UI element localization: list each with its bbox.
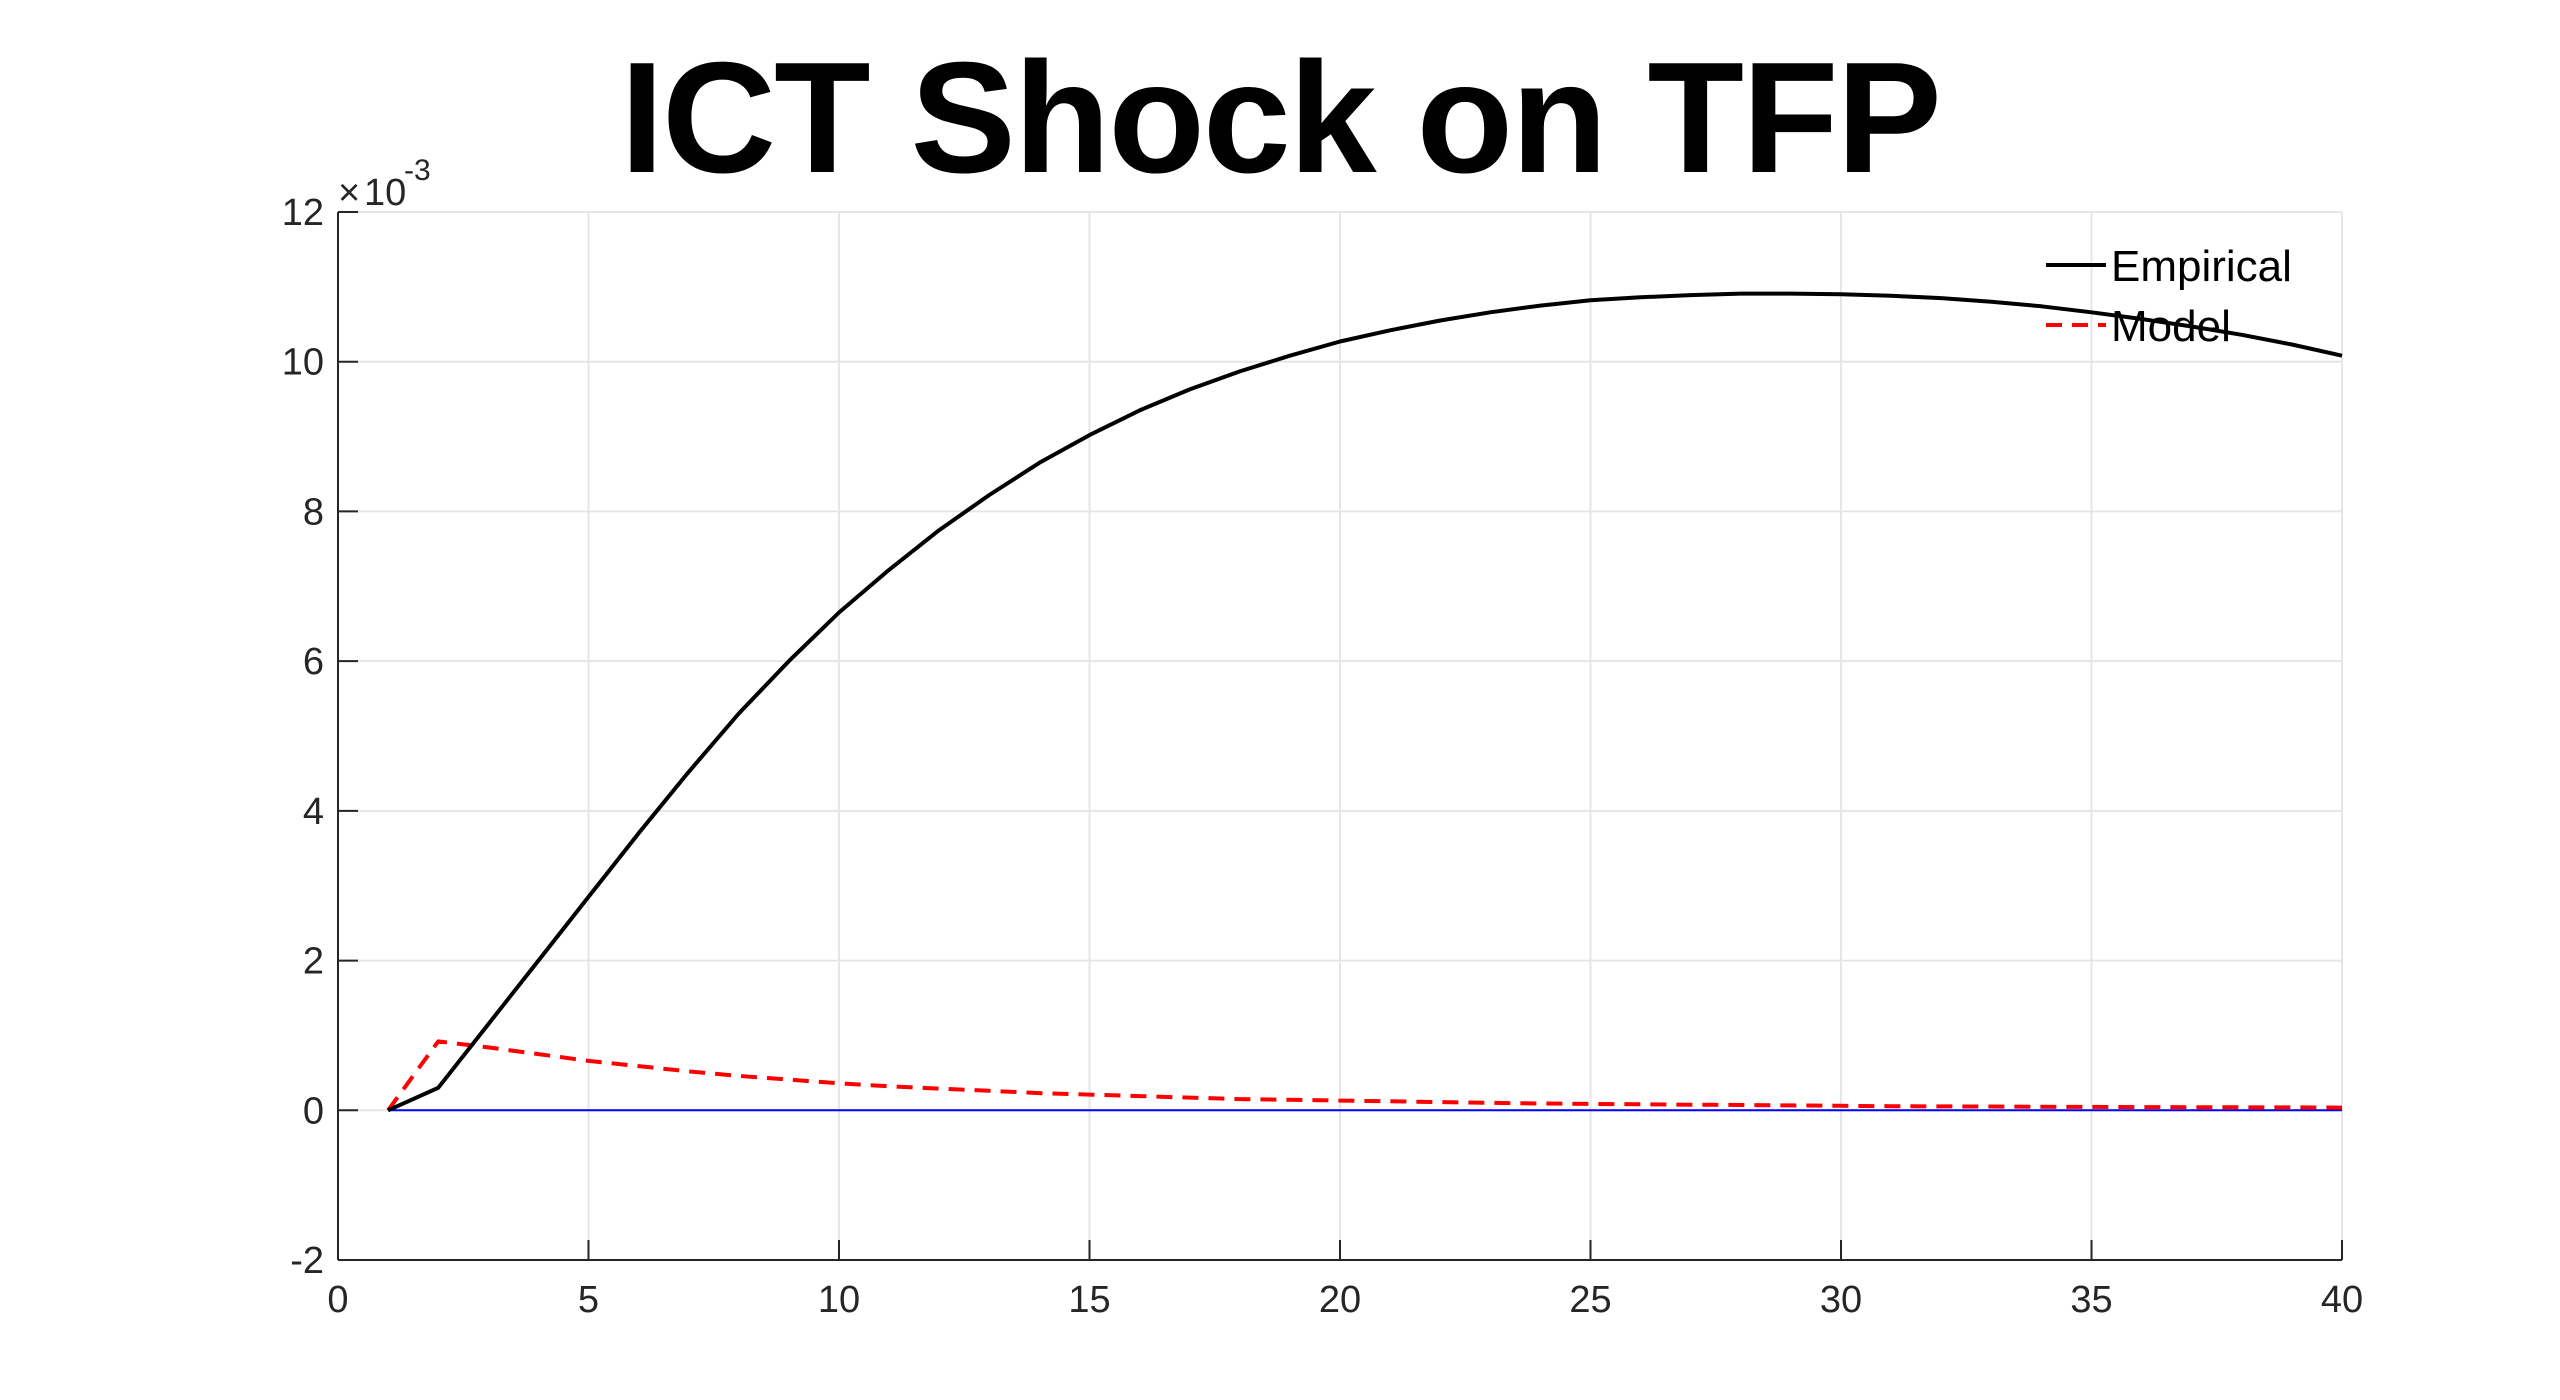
x-tick-label: 35 xyxy=(2070,1279,2112,1321)
y-tick-label: -2 xyxy=(290,1240,324,1282)
chart-title: ICT Shock on TFP xyxy=(620,30,1942,206)
x-tick-label: 5 xyxy=(578,1279,599,1321)
x-tick-label: 20 xyxy=(1319,1279,1361,1321)
y-exponent-power: -3 xyxy=(404,154,431,187)
series-line-model xyxy=(386,1039,2343,1112)
y-tick-label: 6 xyxy=(303,641,324,683)
legend-label-empirical: Empirical xyxy=(2111,242,2292,291)
y-exponent-label: × 10 -3 xyxy=(338,154,431,214)
y-exponent-times: × xyxy=(338,172,360,214)
axes-layer xyxy=(337,211,2343,1261)
x-tick-label: 40 xyxy=(2321,1279,2363,1321)
y-tick-label: 2 xyxy=(303,941,324,983)
x-tick-label: 25 xyxy=(1569,1279,1611,1321)
x-tick-label: 0 xyxy=(327,1279,348,1321)
y-tick-label: 0 xyxy=(303,1090,324,1132)
y-tick-label: 8 xyxy=(303,491,324,533)
series-line-empirical xyxy=(387,291,2343,1113)
y-exponent-base: 10 xyxy=(364,172,406,214)
x-tick-label: 15 xyxy=(1068,1279,1110,1321)
x-tick-label: 10 xyxy=(818,1279,860,1321)
y-tick-label: 12 xyxy=(282,192,324,234)
y-tick-label: 10 xyxy=(282,342,324,384)
legend: Empirical Model xyxy=(2046,242,2292,351)
y-tick-label: 4 xyxy=(303,791,324,833)
legend-label-model: Model xyxy=(2111,302,2231,351)
series-layer xyxy=(386,291,2343,1113)
x-tick-label: 30 xyxy=(1820,1279,1862,1321)
grid-layer xyxy=(337,211,2343,1261)
